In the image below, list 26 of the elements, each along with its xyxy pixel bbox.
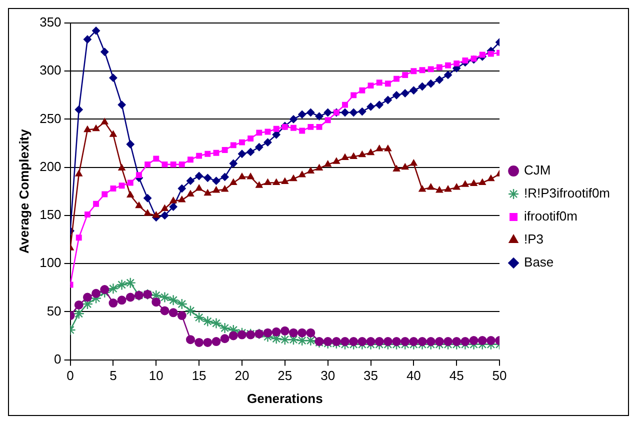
legend-label: Base [524, 254, 554, 270]
y-axis-title: Average Complexity [16, 128, 32, 254]
legend-label: !P3 [524, 232, 544, 247]
x-tick-label: 45 [449, 368, 464, 384]
x-tick-label: 0 [66, 368, 74, 384]
legend-label: CJM [524, 162, 551, 178]
x-tick-label: 5 [110, 368, 117, 384]
x-tick-label: 25 [278, 368, 292, 384]
legend-label: ifrootif0m [524, 208, 578, 224]
y-tick-label: 300 [40, 62, 62, 78]
y-tick-label: 200 [40, 158, 62, 174]
y-tick-label: 250 [40, 110, 62, 126]
y-tick-label: 50 [46, 303, 62, 318]
x-tick-label: 20 [234, 368, 250, 384]
x-tick-label: 10 [148, 368, 164, 384]
x-axis-title: Generations [246, 390, 323, 406]
legend-label: !R!P3ifrootif0m [524, 186, 610, 201]
x-tick-label: 35 [364, 368, 378, 384]
x-tick-label: 40 [406, 368, 421, 384]
x-tick-label: 15 [192, 368, 206, 384]
x-tick-label: 30 [320, 368, 336, 384]
y-tick-label: 100 [40, 255, 62, 270]
x-tick-label: 50 [492, 368, 507, 384]
y-tick-label: 150 [40, 207, 62, 222]
y-tick-label: 0 [54, 351, 62, 366]
y-tick-label: 350 [40, 14, 62, 30]
